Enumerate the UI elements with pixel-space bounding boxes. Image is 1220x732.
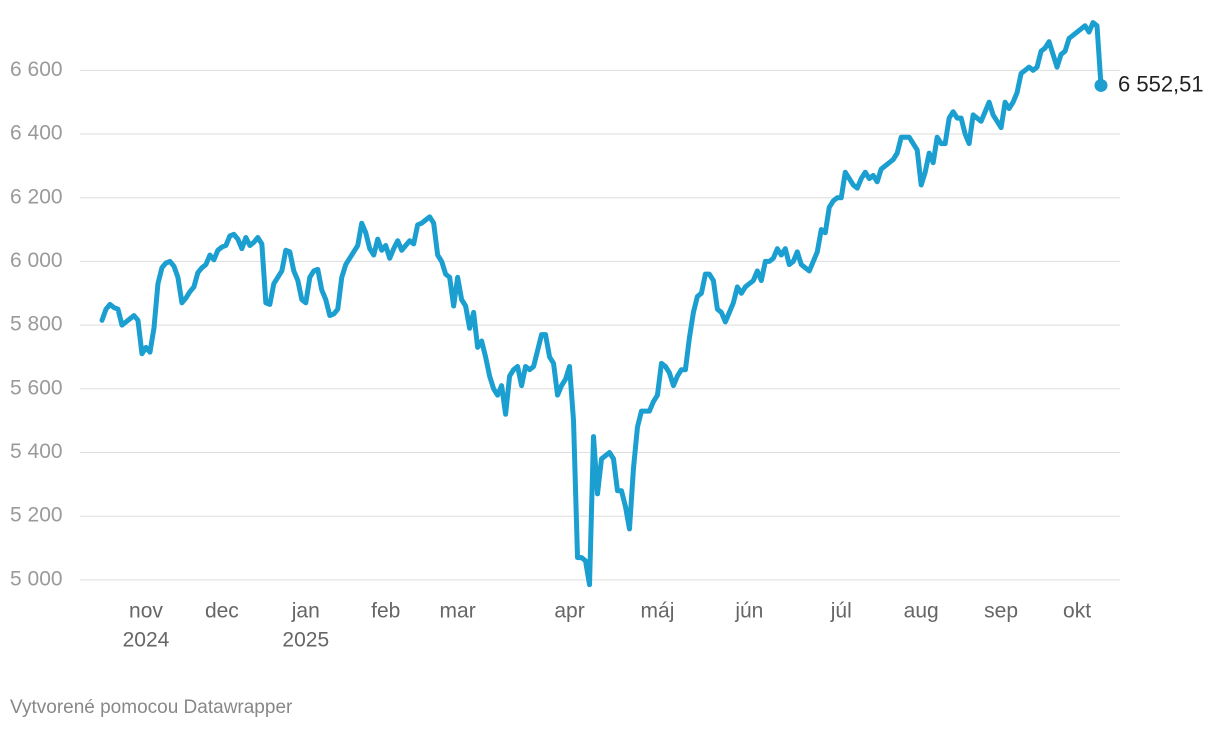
y-tick-label: 6 000 [10, 249, 63, 272]
y-tick-label: 5 600 [10, 376, 63, 399]
x-tick-label: júl [830, 600, 852, 623]
x-tick-label: jan [291, 600, 320, 623]
y-tick-label: 5 400 [10, 440, 63, 463]
x-tick-label: okt [1063, 600, 1091, 623]
line [99, 20, 1104, 588]
x-tick-label: feb [371, 600, 400, 623]
y-tick-label: 6 600 [10, 58, 63, 81]
x-tick-label: máj [641, 600, 675, 623]
y-tick-label: 6 400 [10, 122, 63, 145]
y-tick-label: 5 800 [10, 313, 63, 336]
x-tick-label: jún [734, 600, 763, 623]
x-tick-label: aug [904, 600, 939, 623]
end-label: 6 552,51 [1118, 71, 1204, 96]
y-tick-label: 5 000 [10, 567, 63, 590]
y-tick-label: 6 200 [10, 185, 63, 208]
x-year-label: 2024 [123, 629, 170, 652]
x-year-label: 2025 [282, 629, 329, 652]
x-tick-label: sep [984, 600, 1018, 623]
x-tick-label: apr [554, 600, 584, 623]
footer: Vytvorené pomocou Datawrapper [10, 697, 293, 718]
x-tick-label: mar [440, 600, 476, 623]
x-tick-label: nov [129, 600, 163, 623]
x-tick-label: dec [205, 600, 239, 623]
end-dot [1094, 78, 1108, 92]
y-tick-label: 5 200 [10, 504, 63, 527]
